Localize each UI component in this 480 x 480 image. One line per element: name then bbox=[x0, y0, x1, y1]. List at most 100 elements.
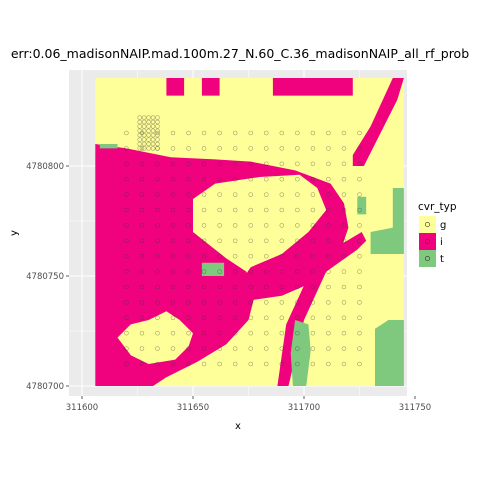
sample-point bbox=[186, 330, 191, 336]
sample-point bbox=[295, 130, 300, 136]
sample-point bbox=[264, 192, 269, 197]
sample-point bbox=[295, 346, 300, 351]
sample-point bbox=[201, 284, 207, 290]
sample-point bbox=[155, 346, 160, 351]
sample-point bbox=[341, 223, 347, 228]
sample-point bbox=[155, 141, 160, 147]
sample-point bbox=[326, 130, 331, 136]
sample-point bbox=[232, 176, 238, 182]
sample-point bbox=[279, 346, 285, 351]
sample-point bbox=[248, 161, 253, 167]
sample-point bbox=[137, 146, 142, 151]
sample-point bbox=[201, 161, 207, 167]
x-tick-label: 311600 bbox=[66, 403, 98, 413]
sample-point bbox=[146, 119, 151, 125]
sample-point bbox=[141, 115, 147, 120]
y-tick-label: 4780750 bbox=[26, 272, 64, 282]
sample-point bbox=[232, 207, 238, 213]
legend-label-g: g bbox=[440, 220, 446, 231]
sample-point bbox=[326, 346, 331, 351]
sample-point bbox=[217, 176, 222, 182]
sample-point bbox=[295, 300, 300, 305]
sample-point bbox=[264, 300, 269, 305]
sample-point bbox=[186, 161, 191, 167]
sample-point bbox=[186, 146, 191, 151]
sample-point bbox=[186, 300, 191, 305]
sample-point bbox=[295, 269, 300, 274]
sample-point bbox=[295, 176, 300, 182]
sample-point bbox=[295, 223, 300, 228]
sample-points bbox=[124, 115, 362, 367]
sample-point bbox=[186, 315, 191, 321]
sample-point bbox=[326, 284, 331, 290]
sample-point bbox=[146, 137, 151, 142]
sample-point bbox=[264, 223, 269, 228]
region-i bbox=[201, 78, 220, 96]
sample-point bbox=[155, 300, 160, 305]
sample-point bbox=[310, 330, 316, 336]
sample-point bbox=[150, 132, 156, 138]
sample-point bbox=[201, 223, 207, 228]
sample-point bbox=[232, 130, 238, 136]
sample-point bbox=[155, 124, 160, 129]
sample-point bbox=[155, 161, 160, 167]
sample-point bbox=[279, 300, 285, 305]
sample-point bbox=[310, 238, 316, 244]
sample-point bbox=[170, 130, 176, 136]
sample-point bbox=[341, 346, 347, 351]
y-tick-label: 4780700 bbox=[26, 382, 64, 392]
sample-point bbox=[201, 315, 207, 321]
region-i bbox=[277, 232, 367, 386]
sample-point bbox=[248, 284, 253, 290]
sample-point bbox=[137, 115, 142, 120]
sample-point bbox=[217, 253, 222, 259]
sample-point bbox=[295, 161, 300, 167]
sample-point bbox=[295, 361, 300, 367]
sample-point bbox=[155, 269, 160, 274]
sample-point bbox=[146, 124, 151, 129]
sample-point bbox=[141, 124, 147, 129]
x-axis: 311600 311650 311700 311750 bbox=[66, 396, 431, 413]
sample-point bbox=[201, 300, 207, 305]
sample-point bbox=[170, 146, 176, 151]
sample-point bbox=[357, 146, 362, 151]
y-axis: 4780700 4780750 4780800 bbox=[26, 162, 69, 392]
sample-point bbox=[279, 161, 285, 167]
sample-point bbox=[186, 361, 191, 367]
sample-point bbox=[155, 361, 160, 367]
region-t bbox=[99, 144, 118, 149]
sample-point bbox=[139, 176, 145, 182]
sample-point bbox=[310, 192, 316, 197]
sample-point bbox=[155, 192, 160, 197]
sample-point bbox=[217, 315, 222, 321]
raster-layer bbox=[95, 78, 404, 386]
sample-point bbox=[146, 132, 151, 138]
sample-point bbox=[310, 146, 316, 151]
sample-point bbox=[150, 137, 156, 142]
x-tick-label: 311700 bbox=[288, 403, 320, 413]
sample-point bbox=[279, 253, 285, 259]
region-t bbox=[375, 320, 404, 386]
sample-point bbox=[141, 141, 147, 147]
sample-point bbox=[357, 238, 362, 244]
x-tick-label: 311750 bbox=[399, 403, 431, 413]
x-tick-label: 311650 bbox=[177, 403, 209, 413]
sample-point bbox=[248, 223, 253, 228]
sample-point bbox=[170, 176, 176, 182]
sample-point bbox=[155, 130, 160, 136]
sample-point bbox=[150, 128, 156, 134]
region-t bbox=[370, 188, 404, 254]
sample-point bbox=[295, 284, 300, 290]
sample-point bbox=[248, 346, 253, 351]
sample-point bbox=[139, 269, 145, 274]
sample-point bbox=[170, 361, 176, 367]
sample-point bbox=[326, 253, 331, 259]
sample-point bbox=[357, 192, 362, 197]
sample-point bbox=[357, 330, 362, 336]
sample-point bbox=[217, 269, 222, 274]
sample-point bbox=[248, 146, 253, 151]
sample-point bbox=[155, 128, 160, 134]
chart-title: err:0.06_madisonNAIP.mad.100m.27_N.60_C.… bbox=[11, 46, 469, 61]
legend-key-g bbox=[419, 216, 436, 233]
sample-point bbox=[279, 223, 285, 228]
